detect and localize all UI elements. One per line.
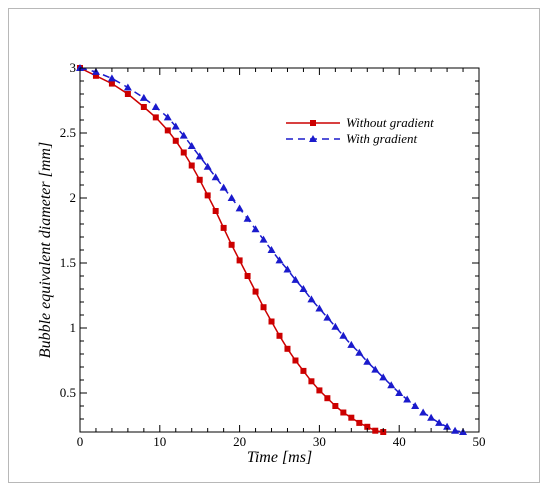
data-point-with-gradient — [259, 235, 268, 243]
data-point-without-gradient — [308, 378, 315, 385]
data-point-without-gradient — [108, 80, 115, 87]
data-point-without-gradient — [152, 114, 159, 121]
data-point-with-gradient — [139, 93, 148, 101]
legend-marker-without-gradient — [310, 120, 316, 126]
data-point-without-gradient — [364, 423, 371, 430]
data-point-without-gradient — [372, 427, 379, 434]
data-point-with-gradient — [151, 103, 160, 110]
data-point-with-gradient — [443, 422, 452, 430]
data-point-with-gradient — [315, 304, 324, 312]
data-point-without-gradient — [252, 288, 259, 295]
data-point-without-gradient — [348, 414, 355, 421]
data-point-with-gradient — [187, 142, 196, 149]
data-point-with-gradient — [291, 275, 300, 283]
x-tick-label: 50 — [473, 434, 486, 449]
data-point-without-gradient — [196, 176, 203, 183]
data-point-without-gradient — [316, 387, 323, 394]
data-point-without-gradient — [300, 367, 307, 374]
data-point-with-gradient — [211, 173, 220, 181]
series-with-gradient — [76, 64, 468, 435]
data-point-with-gradient — [235, 204, 244, 212]
data-point-with-gradient — [283, 265, 292, 273]
data-point-without-gradient — [236, 257, 243, 264]
data-point-with-gradient — [387, 381, 396, 389]
data-point-with-gradient — [323, 313, 332, 321]
data-point-without-gradient — [172, 137, 179, 144]
data-point-with-gradient — [123, 83, 132, 91]
data-point-with-gradient — [243, 214, 252, 222]
data-point-with-gradient — [403, 395, 412, 403]
x-tick-label: 20 — [233, 434, 246, 449]
y-tick-label: 1.5 — [60, 255, 76, 270]
data-point-with-gradient — [195, 152, 204, 160]
legend-label-with-gradient: With gradient — [346, 131, 418, 146]
data-point-without-gradient — [164, 127, 171, 134]
data-point-with-gradient — [203, 162, 212, 170]
data-point-without-gradient — [284, 345, 291, 352]
data-point-without-gradient — [340, 409, 347, 416]
y-tick-label: 2 — [70, 190, 77, 205]
data-point-with-gradient — [435, 418, 444, 426]
data-point-without-gradient — [220, 224, 227, 231]
x-tick-label: 40 — [393, 434, 406, 449]
series-without-gradient — [77, 65, 387, 435]
data-point-without-gradient — [188, 162, 195, 169]
data-point-with-gradient — [371, 365, 380, 373]
data-point-without-gradient — [244, 273, 251, 279]
data-point-without-gradient — [204, 192, 211, 199]
legend-marker-with-gradient — [309, 135, 317, 142]
data-point-with-gradient — [395, 389, 404, 396]
data-point-with-gradient — [363, 357, 372, 365]
data-point-with-gradient — [307, 295, 316, 303]
data-point-without-gradient — [268, 318, 275, 325]
data-point-without-gradient — [332, 403, 339, 409]
data-point-without-gradient — [292, 357, 299, 364]
data-point-with-gradient — [411, 402, 420, 409]
y-tick-label: 3 — [70, 60, 77, 75]
y-axis-title: Bubble equivalent diameter [mm] — [37, 142, 54, 358]
data-point-without-gradient — [228, 241, 235, 248]
data-point-without-gradient — [92, 72, 99, 79]
data-point-with-gradient — [339, 331, 348, 339]
y-tick-label: 0.5 — [60, 385, 76, 400]
data-point-with-gradient — [163, 113, 172, 121]
data-point-with-gradient — [179, 131, 188, 139]
data-point-without-gradient — [124, 91, 131, 97]
data-point-without-gradient — [212, 208, 219, 214]
data-point-with-gradient — [419, 408, 428, 416]
x-tick-label: 10 — [153, 434, 166, 449]
x-tick-label: 0 — [77, 434, 84, 449]
data-point-with-gradient — [451, 426, 460, 434]
data-point-with-gradient — [427, 413, 436, 421]
data-point-without-gradient — [324, 395, 331, 402]
data-point-without-gradient — [356, 419, 363, 426]
data-point-without-gradient — [140, 104, 147, 110]
data-point-with-gradient — [227, 194, 236, 201]
axes-layer: 0 10 20 30 40 50 0.5 1 1.5 2 2.5 3 — [60, 60, 486, 449]
data-point-with-gradient — [171, 122, 180, 130]
y-tick-label: 1 — [70, 320, 77, 335]
data-point-without-gradient — [260, 304, 267, 311]
data-point-with-gradient — [355, 348, 364, 356]
y-tick-label: 2.5 — [60, 125, 76, 140]
data-point-with-gradient — [251, 225, 260, 233]
data-point-with-gradient — [267, 246, 276, 253]
data-point-with-gradient — [107, 74, 116, 82]
data-point-with-gradient — [379, 373, 388, 381]
figure-frame — [8, 8, 540, 483]
series-layer — [76, 64, 468, 435]
data-point-with-gradient — [275, 256, 284, 264]
data-point-with-gradient — [331, 322, 340, 330]
data-point-with-gradient — [299, 285, 308, 292]
data-point-with-gradient — [347, 340, 356, 348]
data-point-with-gradient — [219, 183, 228, 191]
legend-label-without-gradient: Without gradient — [346, 115, 434, 130]
data-point-without-gradient — [180, 149, 187, 156]
series-line-without-gradient — [79, 67, 384, 433]
x-axis-title: Time [ms] — [247, 449, 312, 466]
x-tick-label: 30 — [313, 434, 326, 449]
data-point-without-gradient — [276, 332, 283, 339]
